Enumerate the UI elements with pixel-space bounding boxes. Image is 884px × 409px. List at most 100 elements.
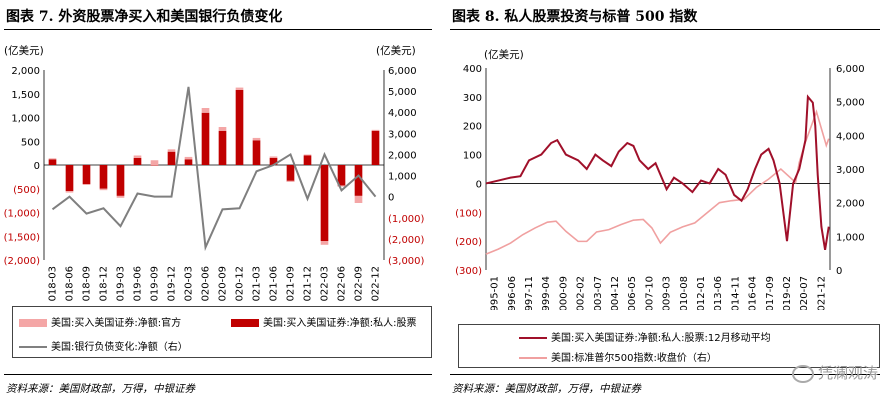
left-y2-tick-label: 5,000: [388, 87, 417, 98]
bar-private: [201, 112, 210, 165]
right-y-tick-label: 200: [463, 122, 482, 133]
left-x-tick-label: 2022-09: [354, 266, 365, 302]
legend-item-sp500: 美国:标准普尔500指数:收盘价（右）: [519, 349, 717, 364]
right-bottom-rule: [450, 374, 880, 375]
right-x-tick-label: 2020-07: [799, 276, 810, 310]
left-y2-tick-label: 6,000: [388, 66, 417, 77]
bar-official: [303, 154, 312, 156]
bar-private: [303, 155, 312, 165]
left-y2-tick-label: (3,000): [388, 256, 425, 267]
right-x-tick-label: 2016-04: [748, 276, 759, 310]
left-x-tick-label: 2019-03: [116, 266, 127, 302]
left-x-tick-label: 2020-06: [201, 266, 212, 302]
left-x-tick-label: 2019-12: [167, 266, 178, 302]
right-x-tick-label: 2021-12: [816, 276, 827, 310]
left-x-tick-label: 2021-03: [252, 266, 263, 302]
right-title-rule: [450, 29, 880, 30]
right-y2-tick-label: 2,000: [836, 199, 865, 210]
right-y2-tick-label: 6,000: [836, 64, 865, 75]
bar-private: [337, 165, 346, 187]
left-y-tick-label: 1,500: [11, 90, 40, 101]
bar-official: [82, 184, 91, 185]
left-y-tick-label: 500: [21, 137, 40, 148]
left-y-tick-label: 2,000: [11, 66, 40, 77]
left-y-tick-label: (1,000): [4, 209, 41, 220]
bar-private: [354, 165, 363, 196]
right-x-tick-label: 2009-03: [662, 276, 673, 310]
right-chart-plot: (亿美元) (300) (200) (100) 0 100 200 300 400 0 1,000 2…: [455, 48, 865, 310]
bar-private: [48, 159, 57, 165]
line-bank-liabilities: [51, 86, 377, 252]
line-private-flow: [485, 94, 830, 250]
watermark-text: 凭澜观涛: [817, 364, 878, 382]
bar-private: [184, 159, 193, 165]
left-chart-plot: (亿美元) (亿美元) (2,000) (1,500) (1,000) (500) 0 500…: [4, 44, 425, 302]
left-y-tick-label: 0: [34, 161, 40, 172]
left-y2-tick-label: 0: [388, 193, 394, 204]
bar-private: [82, 165, 91, 184]
right-x-tick-label: 2000-09: [558, 276, 569, 310]
legend-swatch-private: [231, 319, 259, 327]
left-y2-tick-label: (2,000): [388, 235, 425, 246]
left-x-tick-label: 2019-09: [150, 266, 161, 302]
legend-item-flow: 美国:买入美国证券:净额:私人:股票:12月移动平均: [519, 329, 771, 344]
right-x-tick-label: 2019-02: [782, 276, 793, 310]
right-x-tick-label: 2006-05: [627, 276, 638, 310]
left-source-note: 资料来源：美国财政部，万得，中银证券: [6, 383, 195, 395]
bar-private: [150, 165, 159, 166]
left-y-tick-label: (1,500): [4, 232, 41, 243]
legend-item-private: 美国:买入美国证券:净额:私人:股票: [231, 314, 416, 329]
bar-official: [133, 155, 142, 158]
left-y2-axis-label: (亿美元): [376, 44, 416, 57]
bar-official: [286, 180, 295, 182]
left-y-axis-label: (亿美元): [4, 44, 44, 57]
bar-private: [133, 157, 142, 165]
left-x-tick-label: 2020-09: [218, 266, 229, 302]
right-x-tick-label: 2012-01: [696, 276, 707, 310]
right-source-note: 资料来源：美国财政部，万得，中银证券: [452, 383, 641, 395]
bar-private: [320, 165, 329, 241]
left-y2-tick-label: 3,000: [388, 129, 417, 140]
right-x-tick-label: 2017-09: [765, 276, 776, 310]
watermark: 凭澜观涛: [791, 362, 878, 383]
right-x-tick-label: 2004-12: [610, 276, 621, 310]
bar-private: [252, 140, 261, 165]
legend-label-flow: 美国:买入美国证券:净额:私人:股票:12月移动平均: [551, 333, 771, 344]
bar-private: [116, 165, 125, 196]
right-y-tick-label: 400: [463, 64, 482, 75]
right-y-tick-label: (100): [455, 208, 482, 219]
right-x-tick-label: 1995-01: [490, 276, 501, 310]
left-x-tick-label: 2021-12: [303, 266, 314, 302]
bar-official: [354, 195, 363, 203]
right-y-tick-label: 0: [476, 179, 482, 190]
right-y2-tick-label: 1,000: [836, 232, 865, 243]
left-x-tick-label: 2019-06: [133, 266, 144, 302]
left-x-tick-label: 2021-06: [269, 266, 280, 302]
right-y-tick-label: (200): [455, 237, 482, 248]
right-x-tick-label: 2007-10: [644, 276, 655, 310]
bar-private: [371, 130, 380, 165]
bar-official: [269, 156, 278, 158]
legend-label-private: 美国:买入美国证券:净额:私人:股票: [263, 318, 417, 329]
bar-official: [65, 191, 74, 193]
left-y2-tick-label: 4,000: [388, 108, 417, 119]
bar-private: [286, 165, 295, 182]
bar-official: [235, 87, 244, 90]
left-x-tick-label: 2022-03: [320, 266, 331, 302]
left-y-tick-label: (2,000): [4, 256, 41, 267]
wechat-icon: [791, 364, 814, 383]
legend-swatch-sp500: [519, 357, 547, 359]
right-x-tick-label: 1999-04: [541, 276, 552, 310]
right-x-tick-label: 1997-11: [524, 276, 535, 310]
legend-swatch-flow: [519, 337, 547, 339]
legend-item-official: 美国:买入美国证券:净额:官方: [19, 314, 181, 329]
legend-swatch-official: [19, 319, 47, 327]
bar-private: [218, 130, 227, 165]
right-x-tick-label: 2014-11: [730, 276, 741, 310]
right-x-tick-label: 2002-02: [576, 276, 587, 310]
right-x-tick-label: 2013-06: [713, 276, 724, 310]
left-x-tick-label: 2018-03: [48, 266, 59, 302]
left-y2-tick-label: 1,000: [388, 172, 417, 183]
bar-official: [116, 195, 125, 198]
right-x-tick-label: 2010-08: [679, 276, 690, 310]
